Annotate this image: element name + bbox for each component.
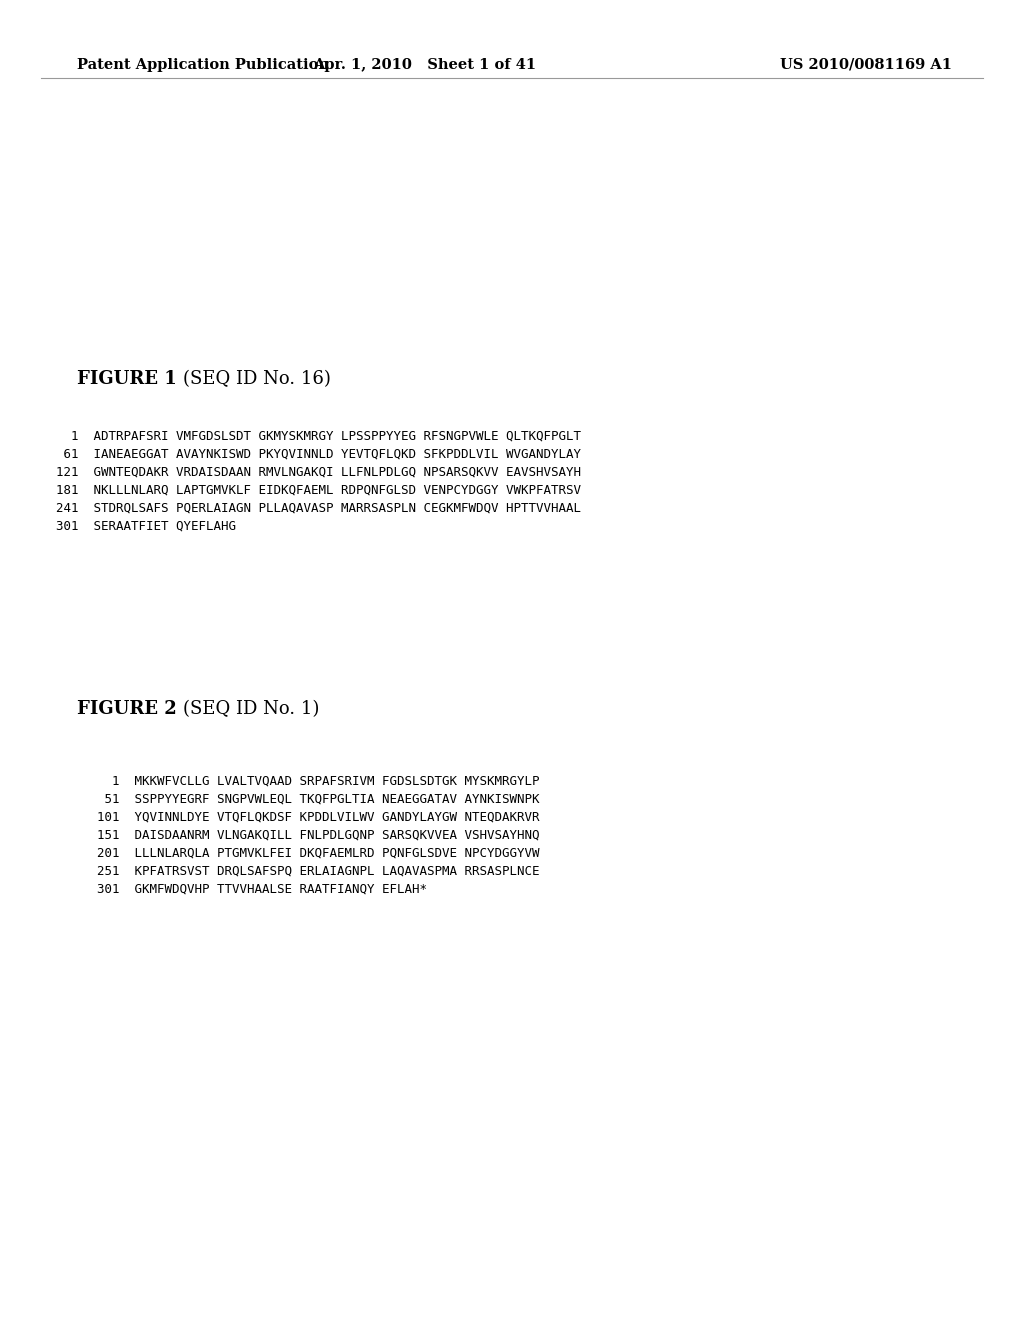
Text: 201  LLLNLARQLA PTGMVKLFEI DKQFAEMLRD PQNFGLSDVE NPCYDGGYVW: 201 LLLNLARQLA PTGMVKLFEI DKQFAEMLRD PQN… [97,847,540,861]
Text: 1  MKKWFVCLLG LVALTVQAAD SRPAFSRIVM FGDSLSDTGK MYSKMRGYLP: 1 MKKWFVCLLG LVALTVQAAD SRPAFSRIVM FGDSL… [97,775,540,788]
Text: 121  GWNTEQDAKR VRDAISDAAN RMVLNGAKQI LLFNLPDLGQ NPSARSQKVV EAVSHVSAYH: 121 GWNTEQDAKR VRDAISDAAN RMVLNGAKQI LLF… [56,466,582,479]
Text: 241  STDRQLSAFS PQERLAIAGN PLLAQAVASP MARRSASPLN CEGKMFWDQV HPTTVVHAAL: 241 STDRQLSAFS PQERLAIAGN PLLAQAVASP MAR… [56,502,582,515]
Text: 301  GKMFWDQVHP TTVVHAALSE RAATFIANQY EFLAH*: 301 GKMFWDQVHP TTVVHAALSE RAATFIANQY EFL… [97,883,427,896]
Text: 251  KPFATRSVST DRQLSAFSPQ ERLAIAGNPL LAQAVASPMA RRSASPLNCE: 251 KPFATRSVST DRQLSAFSPQ ERLAIAGNPL LAQ… [97,865,540,878]
Text: Patent Application Publication: Patent Application Publication [77,58,329,73]
Text: (SEQ ID No. 1): (SEQ ID No. 1) [183,700,319,718]
Text: US 2010/0081169 A1: US 2010/0081169 A1 [780,58,952,73]
Text: FIGURE 1: FIGURE 1 [77,370,183,388]
Text: 151  DAISDAANRM VLNGAKQILL FNLPDLGQNP SARSQKVVEA VSHVSAYHNQ: 151 DAISDAANRM VLNGAKQILL FNLPDLGQNP SAR… [97,829,540,842]
Text: 301  SERAATFIET QYEFLAHG: 301 SERAATFIET QYEFLAHG [56,520,237,533]
Text: 61  IANEAEGGAT AVAYNKISWD PKYQVINNLD YEVTQFLQKD SFKPDDLVIL WVGANDYLAY: 61 IANEAEGGAT AVAYNKISWD PKYQVINNLD YEVT… [56,447,582,461]
Text: FIGURE 2: FIGURE 2 [77,700,183,718]
Text: Apr. 1, 2010   Sheet 1 of 41: Apr. 1, 2010 Sheet 1 of 41 [313,58,537,73]
Text: 101  YQVINNLDYE VTQFLQKDSF KPDDLVILWV GANDYLAYGW NTEQDAKRVR: 101 YQVINNLDYE VTQFLQKDSF KPDDLVILWV GAN… [97,810,540,824]
Text: 181  NKLLLNLARQ LAPTGMVKLF EIDKQFAEML RDPQNFGLSD VENPCYDGGY VWKPFATRSV: 181 NKLLLNLARQ LAPTGMVKLF EIDKQFAEML RDP… [56,484,582,498]
Text: 51  SSPPYYEGRF SNGPVWLEQL TKQFPGLTIA NEAEGGATAV AYNKISWNPK: 51 SSPPYYEGRF SNGPVWLEQL TKQFPGLTIA NEAE… [97,793,540,807]
Text: 1  ADTRPAFSRI VMFGDSLSDT GKMYSKMRGY LPSSPPYYEG RFSNGPVWLE QLTKQFPGLT: 1 ADTRPAFSRI VMFGDSLSDT GKMYSKMRGY LPSSP… [56,430,582,444]
Text: (SEQ ID No. 16): (SEQ ID No. 16) [183,370,331,388]
